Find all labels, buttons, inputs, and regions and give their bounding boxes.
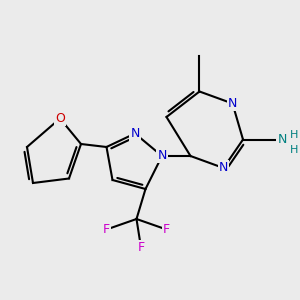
Text: H: H xyxy=(290,130,298,140)
Text: F: F xyxy=(163,223,170,236)
Text: N: N xyxy=(219,161,228,175)
Text: F: F xyxy=(103,223,110,236)
Text: F: F xyxy=(137,241,145,254)
Text: N: N xyxy=(130,127,140,140)
Text: N: N xyxy=(228,97,237,110)
Text: H: H xyxy=(290,145,298,155)
Text: N: N xyxy=(157,149,167,163)
Text: O: O xyxy=(55,112,65,125)
Text: N: N xyxy=(278,133,287,146)
